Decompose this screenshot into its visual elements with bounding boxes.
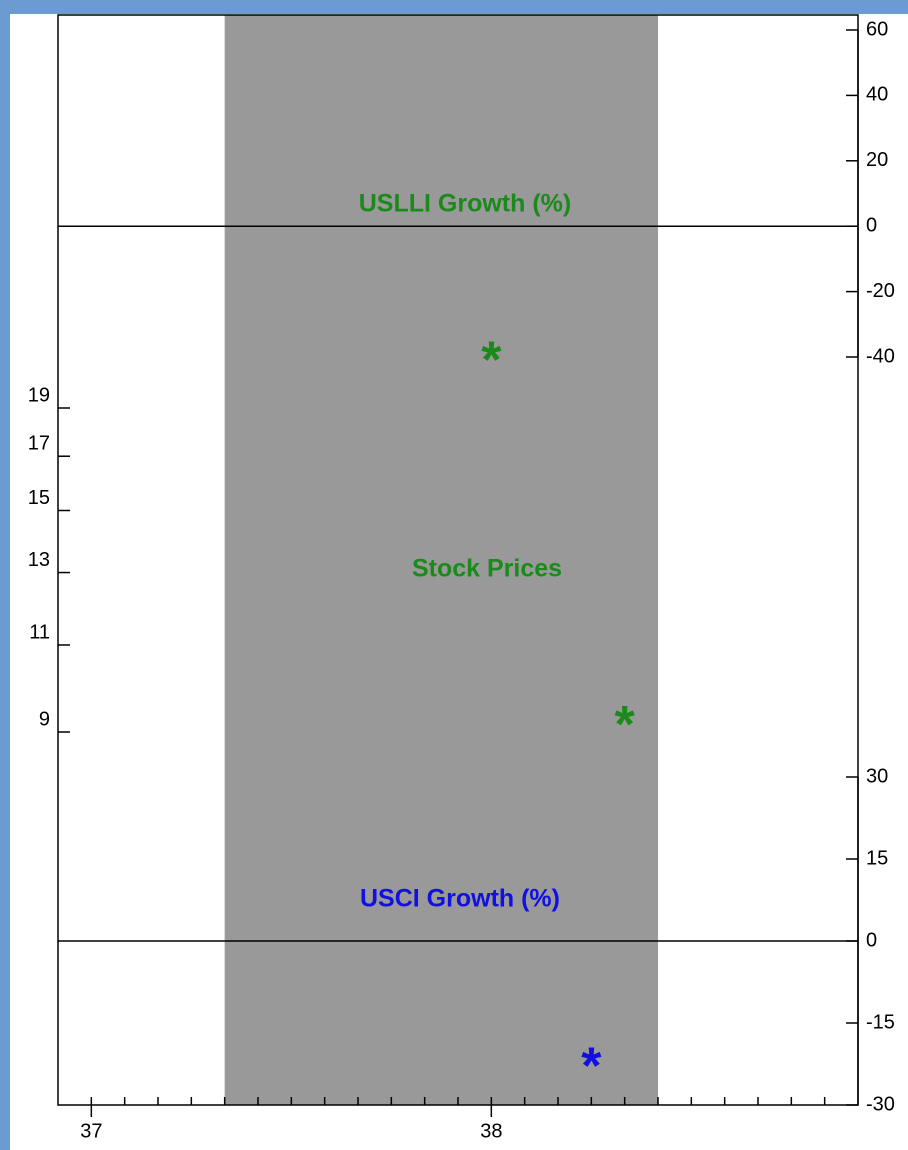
y-tick-label: -20 [866,280,895,302]
y-tick-label: 60 [866,18,888,40]
y-tick-label: -15 [866,1011,895,1033]
series-title: Stock Prices [412,555,562,583]
y-tick-label: -40 [866,345,895,367]
trough-marker: * [581,1038,602,1096]
y-tick-label: 40 [866,84,888,106]
x-tick-label: 37 [80,1120,102,1142]
series-title: USCI Growth (%) [360,885,560,913]
y-tick-label: 15 [866,847,888,869]
y-tick-label: 0 [866,929,877,951]
trough-marker: * [615,696,636,754]
series-title: USLLI Growth (%) [359,190,571,218]
y-tick-label: 11 [29,621,50,643]
y-tick-label: 13 [28,549,50,571]
x-tick-label: 38 [480,1120,502,1142]
y-tick-label: 19 [28,384,50,406]
y-tick-label: 20 [866,149,888,171]
y-tick-label: 15 [28,487,50,509]
trough-marker: * [481,332,502,390]
y-tick-label: -30 [866,1093,895,1115]
y-tick-label: 17 [28,433,50,455]
y-tick-label: 0 [866,214,877,236]
recession-shade [224,15,658,1105]
y-tick-label: 30 [866,765,888,787]
y-tick-label: 9 [39,708,50,730]
